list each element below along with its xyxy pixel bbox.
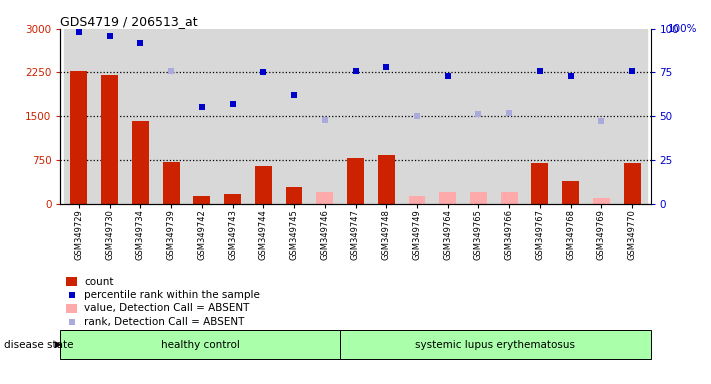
Bar <box>193 196 210 204</box>
Bar <box>156 29 186 204</box>
Bar <box>340 29 371 204</box>
Bar <box>132 121 149 204</box>
Bar <box>279 29 309 204</box>
Text: count: count <box>84 276 114 286</box>
Bar <box>217 29 248 204</box>
Text: disease state: disease state <box>4 339 73 350</box>
Point <box>442 73 454 79</box>
Point <box>289 92 300 98</box>
Bar <box>60 330 340 359</box>
Bar <box>66 277 77 286</box>
Point <box>227 101 238 107</box>
Bar <box>316 192 333 204</box>
Bar <box>248 29 279 204</box>
Bar <box>163 162 180 204</box>
Point <box>166 68 177 74</box>
Text: healthy control: healthy control <box>161 339 240 350</box>
Bar <box>70 71 87 204</box>
Point <box>503 109 515 116</box>
Bar <box>378 155 395 204</box>
Bar <box>586 29 616 204</box>
Point <box>66 319 77 325</box>
Bar <box>616 29 648 204</box>
Bar <box>593 198 610 204</box>
Bar <box>531 163 548 204</box>
Point <box>565 73 577 79</box>
Bar <box>494 29 525 204</box>
Point <box>534 68 545 74</box>
Point <box>134 40 146 46</box>
Bar <box>409 196 425 204</box>
Point <box>319 117 331 123</box>
Bar <box>347 157 364 204</box>
Bar <box>286 187 302 204</box>
Bar <box>463 29 494 204</box>
Bar <box>125 29 156 204</box>
Text: ▶: ▶ <box>55 340 63 349</box>
Text: value, Detection Call = ABSENT: value, Detection Call = ABSENT <box>84 303 250 313</box>
Point <box>626 68 638 74</box>
Point <box>411 113 422 119</box>
Point <box>380 64 392 70</box>
Bar <box>624 163 641 204</box>
Bar <box>432 29 463 204</box>
Bar <box>562 181 579 204</box>
Bar <box>186 29 217 204</box>
Bar <box>63 29 95 204</box>
Bar <box>255 166 272 204</box>
Text: percentile rank within the sample: percentile rank within the sample <box>84 290 260 300</box>
Point <box>473 111 484 118</box>
Bar <box>501 192 518 204</box>
Bar <box>340 330 651 359</box>
Bar <box>224 194 241 204</box>
Bar <box>371 29 402 204</box>
Bar <box>402 29 432 204</box>
Text: rank, Detection Call = ABSENT: rank, Detection Call = ABSENT <box>84 317 245 327</box>
Point <box>66 292 77 298</box>
Text: GDS4719 / 206513_at: GDS4719 / 206513_at <box>60 15 198 28</box>
Point <box>596 118 607 124</box>
Point <box>257 70 269 76</box>
Bar <box>66 304 77 313</box>
Point <box>73 29 85 35</box>
Bar <box>101 75 118 204</box>
Bar <box>555 29 586 204</box>
Point <box>350 68 361 74</box>
Point <box>196 104 208 111</box>
Bar <box>309 29 340 204</box>
Bar <box>470 192 487 204</box>
Bar <box>95 29 125 204</box>
Point <box>104 33 115 39</box>
Y-axis label: 100%: 100% <box>668 23 697 33</box>
Bar <box>525 29 555 204</box>
Text: systemic lupus erythematosus: systemic lupus erythematosus <box>415 339 575 350</box>
Bar <box>439 192 456 204</box>
